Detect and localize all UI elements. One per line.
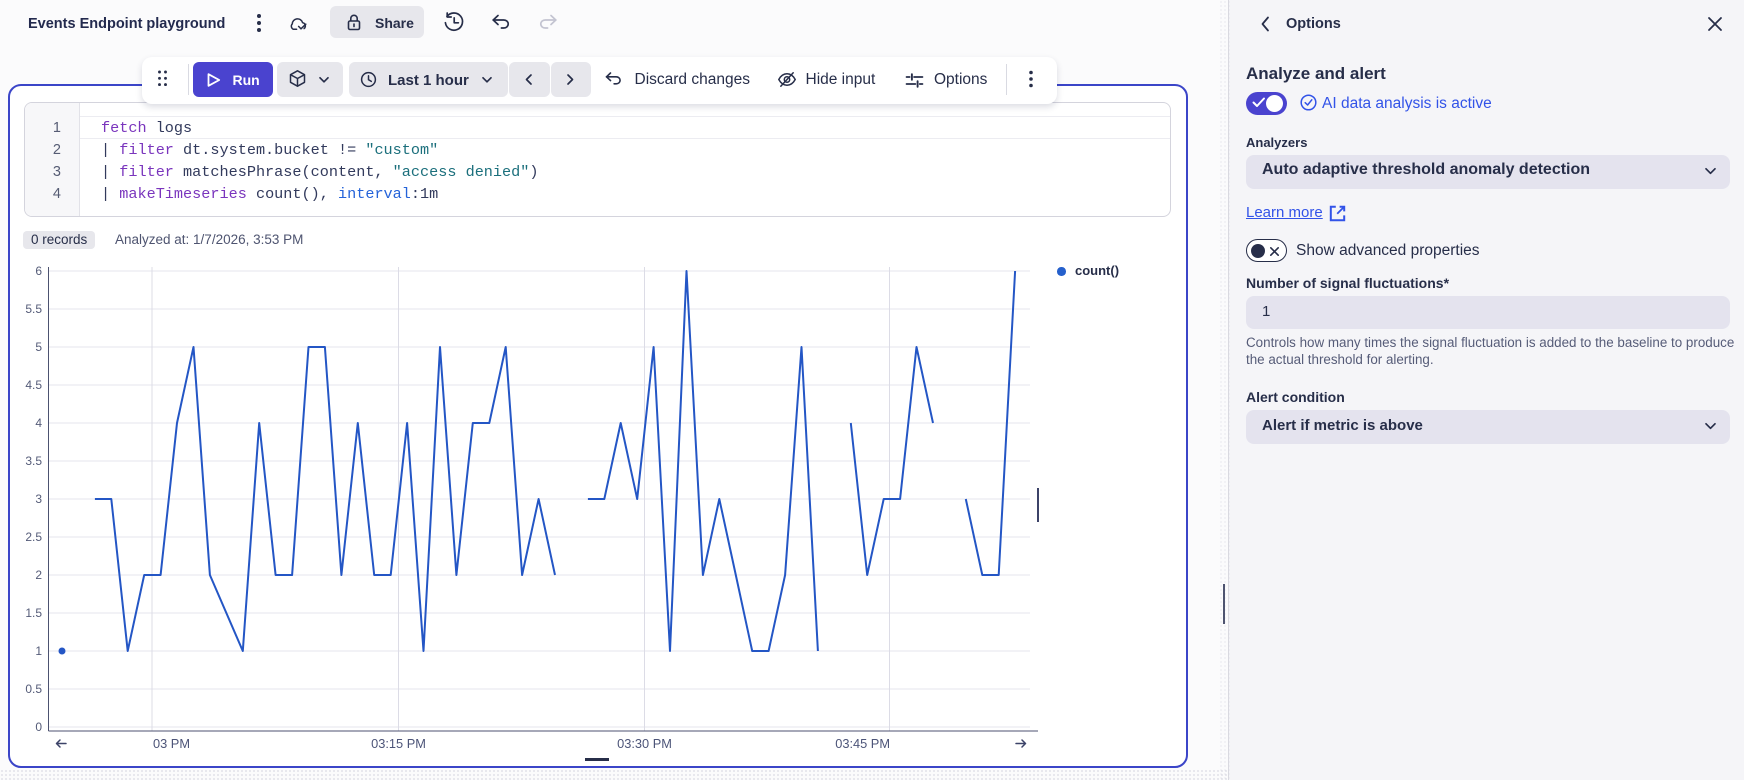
svg-text:1: 1 (35, 644, 42, 658)
svg-text:03:15 PM: 03:15 PM (371, 736, 426, 751)
svg-text:3.5: 3.5 (25, 454, 42, 468)
svg-text:03:45 PM: 03:45 PM (835, 736, 890, 751)
svg-text:03 PM: 03 PM (153, 736, 190, 751)
svg-text:6: 6 (35, 264, 42, 278)
svg-text:2.5: 2.5 (25, 530, 42, 544)
svg-text:1.5: 1.5 (25, 606, 42, 620)
svg-text:3: 3 (35, 492, 42, 506)
svg-text:5: 5 (35, 340, 42, 354)
svg-text:03:30 PM: 03:30 PM (617, 736, 672, 751)
svg-text:2: 2 (35, 568, 42, 582)
svg-text:4: 4 (35, 416, 42, 430)
svg-text:5.5: 5.5 (25, 302, 42, 316)
svg-text:0: 0 (35, 720, 42, 734)
svg-text:0.5: 0.5 (25, 682, 42, 696)
svg-text:4.5: 4.5 (25, 378, 42, 392)
